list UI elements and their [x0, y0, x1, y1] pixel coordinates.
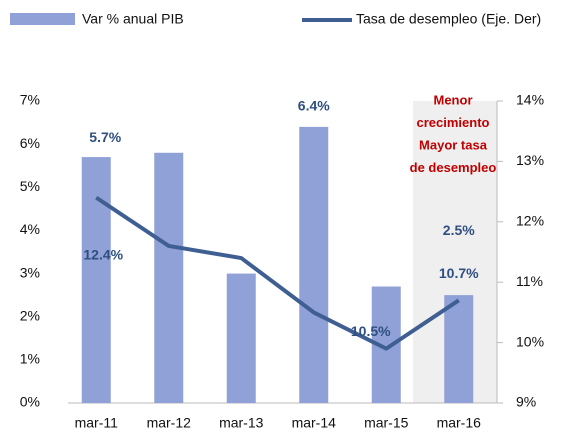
x-tick-label: mar-12 — [147, 415, 192, 431]
legend-label: Var % anual PIB — [82, 11, 184, 27]
x-tick-label: mar-16 — [437, 415, 482, 431]
y-tick-label: 5% — [20, 178, 40, 194]
y2-tick-label: 10% — [516, 333, 544, 349]
annotation: crecimiento — [417, 115, 490, 130]
y-tick-label: 2% — [20, 307, 40, 323]
y2-tick-label: 14% — [516, 92, 544, 108]
y-tick-label: 4% — [20, 221, 40, 237]
y-tick-label: 1% — [20, 351, 40, 367]
annotation: Mayor tasa — [419, 137, 488, 152]
bar — [226, 273, 256, 403]
y2-tick-label: 9% — [516, 394, 536, 410]
data-label: 10.7% — [439, 265, 479, 281]
bar — [299, 126, 329, 403]
legend-swatch — [10, 13, 75, 25]
x-tick-label: mar-14 — [292, 415, 337, 431]
y2-tick-label: 12% — [516, 213, 544, 229]
data-label: 2.5% — [443, 222, 475, 238]
data-label: 10.5% — [351, 323, 391, 339]
data-label: 5.7% — [89, 129, 121, 145]
bar — [444, 295, 474, 403]
y-tick-label: 3% — [20, 264, 40, 280]
y-tick-label: 7% — [20, 92, 40, 108]
data-label: 12.4% — [83, 246, 123, 262]
bar — [81, 157, 111, 403]
x-tick-label: mar-15 — [364, 415, 409, 431]
bar — [154, 152, 184, 403]
data-label: 6.4% — [298, 98, 330, 114]
annotation: de desempleo — [410, 160, 497, 175]
line — [95, 195, 460, 351]
y-tick-label: 0% — [20, 394, 40, 410]
annotation: Menor — [434, 92, 473, 107]
x-tick-label: mar-13 — [219, 415, 264, 431]
y2-tick-label: 13% — [516, 152, 544, 168]
legend-label: Tasa de desempleo (Eje. Der) — [356, 11, 541, 27]
y2-tick-label: 11% — [516, 273, 543, 289]
y-tick-label: 6% — [20, 135, 40, 151]
x-tick-label: mar-11 — [75, 415, 119, 431]
